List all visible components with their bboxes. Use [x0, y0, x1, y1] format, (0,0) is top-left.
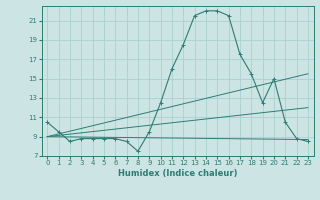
X-axis label: Humidex (Indice chaleur): Humidex (Indice chaleur) — [118, 169, 237, 178]
